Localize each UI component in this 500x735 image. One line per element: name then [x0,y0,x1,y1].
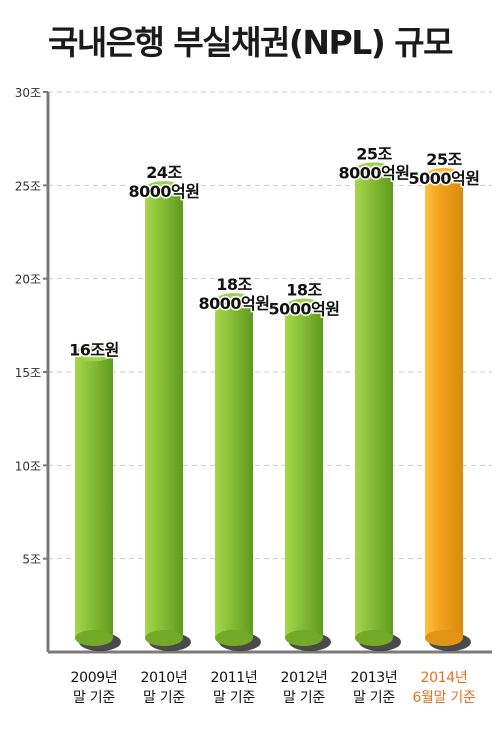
y-tick-label: 10조 [15,459,41,473]
data-label: 25조 [356,144,392,163]
x-category-label: 2013년 [350,670,397,686]
y-tick-label: 15조 [15,366,41,380]
x-category-label: 말 기준 [73,690,115,706]
data-label: 16조원 [69,340,119,359]
y-tick-label: 30조 [15,86,41,100]
bar-base-cap [355,630,393,646]
bar-top-highlight [149,183,179,196]
bar-group [355,162,401,651]
data-label: 8000억원 [339,163,410,182]
x-category-label: 말 기준 [353,690,395,706]
x-category-label: 말 기준 [213,690,255,706]
data-label: 18조 [216,275,252,294]
y-tick-label: 5조 [22,553,41,567]
x-category-label: 2014년 [420,670,467,686]
grid-layer [48,91,492,560]
data-label: 25조 [426,150,462,169]
x-category-label: 6월말 기준 [412,690,475,706]
bar-group [285,298,331,651]
axis-layer: 5조 10조 15조 20조 25조 30조 [15,86,492,654]
bar-top-highlight [289,300,319,313]
bar [425,176,463,638]
data-label: 18조 [286,281,322,300]
y-tick-label: 20조 [15,273,41,287]
bar [355,170,393,638]
bar-top-highlight [429,170,459,182]
bar-group [425,168,471,651]
bar-top-highlight [359,164,389,177]
bar-base-cap [215,630,253,646]
bar-top-highlight [219,295,249,308]
data-label: 5000억원 [409,169,480,188]
bar-base-cap [425,630,463,646]
x-category-label: 2012년 [280,670,327,686]
x-category-label: 말 기준 [283,690,325,706]
bar [285,306,323,638]
bar-base-cap [285,630,323,646]
bar [75,353,113,638]
bar-top-highlight [79,347,109,360]
x-category-label: 말 기준 [143,690,185,706]
x-category-label: 2011년 [210,670,257,686]
bar [215,301,253,638]
bar-base-cap [145,630,183,646]
x-category-label: 2010년 [140,670,187,686]
y-tick-label: 25조 [15,179,41,193]
x-category-label: 2009년 [70,670,117,686]
bar-layer [75,162,471,651]
data-label: 8000억원 [129,182,200,201]
data-label: 24조 [146,163,182,182]
chart-title: 국내은행 부실채권(NPL) 규모 [47,23,454,62]
data-label: 5000억원 [269,300,340,319]
bar-group [75,345,121,651]
bar-group [145,181,191,651]
bar-base-cap [75,630,113,646]
bar-group [215,293,261,651]
bar [145,189,183,639]
data-label: 8000억원 [199,294,270,313]
